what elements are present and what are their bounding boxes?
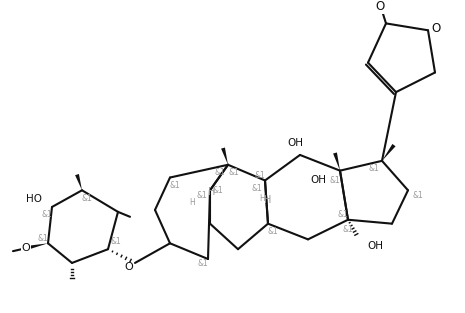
Text: O: O	[22, 243, 30, 253]
Text: &1: &1	[229, 168, 239, 177]
Polygon shape	[75, 174, 82, 190]
Text: O: O	[125, 262, 133, 272]
Polygon shape	[333, 152, 340, 171]
Text: &1: &1	[82, 194, 93, 203]
Text: &1: &1	[369, 164, 379, 173]
Polygon shape	[382, 144, 396, 161]
Text: H: H	[259, 194, 265, 203]
Text: &1: &1	[252, 184, 262, 193]
Text: H: H	[189, 198, 195, 207]
Text: &1: &1	[197, 191, 207, 200]
Polygon shape	[30, 243, 48, 249]
Text: OH: OH	[287, 138, 303, 148]
Text: &1: &1	[268, 227, 279, 236]
Text: &1: &1	[338, 210, 348, 219]
Text: &1: &1	[111, 237, 121, 246]
Text: OH: OH	[310, 176, 326, 186]
Text: O: O	[432, 22, 441, 35]
Text: &1: &1	[198, 259, 208, 269]
Text: &1: &1	[343, 225, 353, 234]
Text: OH: OH	[367, 241, 383, 251]
Text: &1: &1	[255, 171, 266, 180]
Text: H: H	[208, 187, 216, 197]
Text: &1: &1	[42, 210, 53, 219]
Text: H: H	[264, 195, 272, 205]
Text: &1: &1	[170, 181, 180, 190]
Text: &1: &1	[215, 168, 226, 177]
Text: &1: &1	[412, 191, 423, 200]
Text: &1: &1	[38, 234, 48, 243]
Text: &1: &1	[330, 176, 340, 185]
Text: HO: HO	[26, 194, 42, 204]
Text: &1: &1	[213, 186, 223, 195]
Text: O: O	[375, 0, 385, 13]
Polygon shape	[221, 147, 228, 165]
